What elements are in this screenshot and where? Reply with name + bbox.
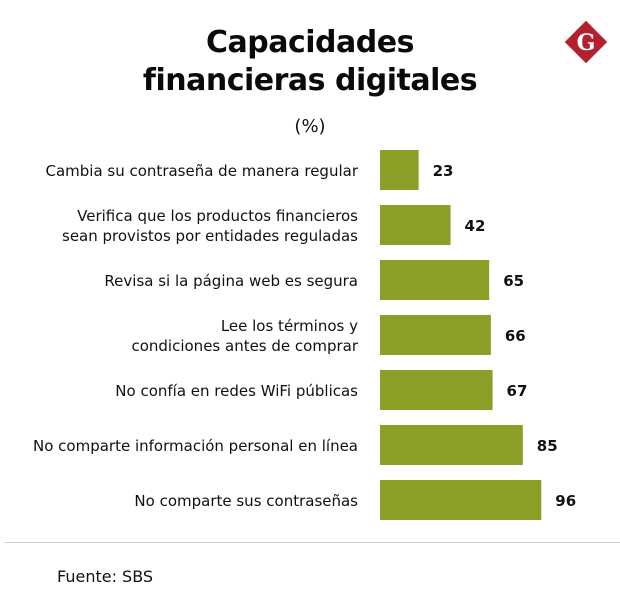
bar-5 — [380, 370, 493, 410]
category-label-line: No comparte información personal en líne… — [33, 437, 358, 455]
chart-title: Capacidades financieras digitales — [0, 24, 620, 100]
category-label-4: Lee los términos y condiciones antes de c… — [131, 316, 358, 356]
bar-2 — [380, 205, 451, 245]
value-label-1: 23 — [433, 162, 454, 180]
category-label-line: No confía en redes WiFi públicas — [115, 382, 358, 400]
category-label-line: Cambia su contraseña de manera regular — [45, 162, 358, 180]
source-note: Fuente: SBS — [57, 567, 154, 586]
bar-6 — [380, 425, 523, 465]
category-label-7: No comparte sus contraseñas — [134, 491, 358, 511]
category-label-line: No comparte sus contraseñas — [134, 492, 358, 510]
brand-logo-icon: G — [564, 20, 608, 64]
logo-letter: G — [577, 30, 596, 56]
bar-3 — [380, 260, 490, 300]
bar-4 — [380, 315, 491, 355]
bar-1 — [380, 150, 419, 190]
chart-title-line-2: financieras digitales — [142, 63, 478, 98]
category-label-line: Lee los términos y — [220, 317, 358, 335]
category-label-line: condiciones antes de comprar — [131, 337, 358, 355]
category-label-line: Verifica que los productos financieros — [77, 207, 358, 225]
category-label-line: Revisa si la página web es segura — [104, 272, 358, 290]
value-label-5: 67 — [507, 382, 528, 400]
chart-title-line-1: Capacidades — [206, 25, 414, 60]
category-label-6: No comparte información personal en líne… — [33, 436, 358, 456]
category-label-3: Revisa si la página web es segura — [104, 271, 358, 291]
category-label-2: Verifica que los productos financieros se… — [62, 206, 358, 246]
value-label-2: 42 — [465, 217, 486, 235]
category-label-1: Cambia su contraseña de manera regular — [45, 161, 358, 181]
value-label-6: 85 — [537, 437, 558, 455]
value-label-7: 96 — [555, 492, 576, 510]
category-label-5: No confía en redes WiFi públicas — [115, 381, 358, 401]
category-label-line: sean provistos por entidades reguladas — [62, 227, 358, 245]
bar-7 — [380, 480, 542, 520]
chart-subtitle: (%) — [294, 116, 326, 137]
value-label-4: 66 — [505, 327, 526, 345]
value-label-3: 65 — [503, 272, 524, 290]
divider — [4, 542, 620, 543]
